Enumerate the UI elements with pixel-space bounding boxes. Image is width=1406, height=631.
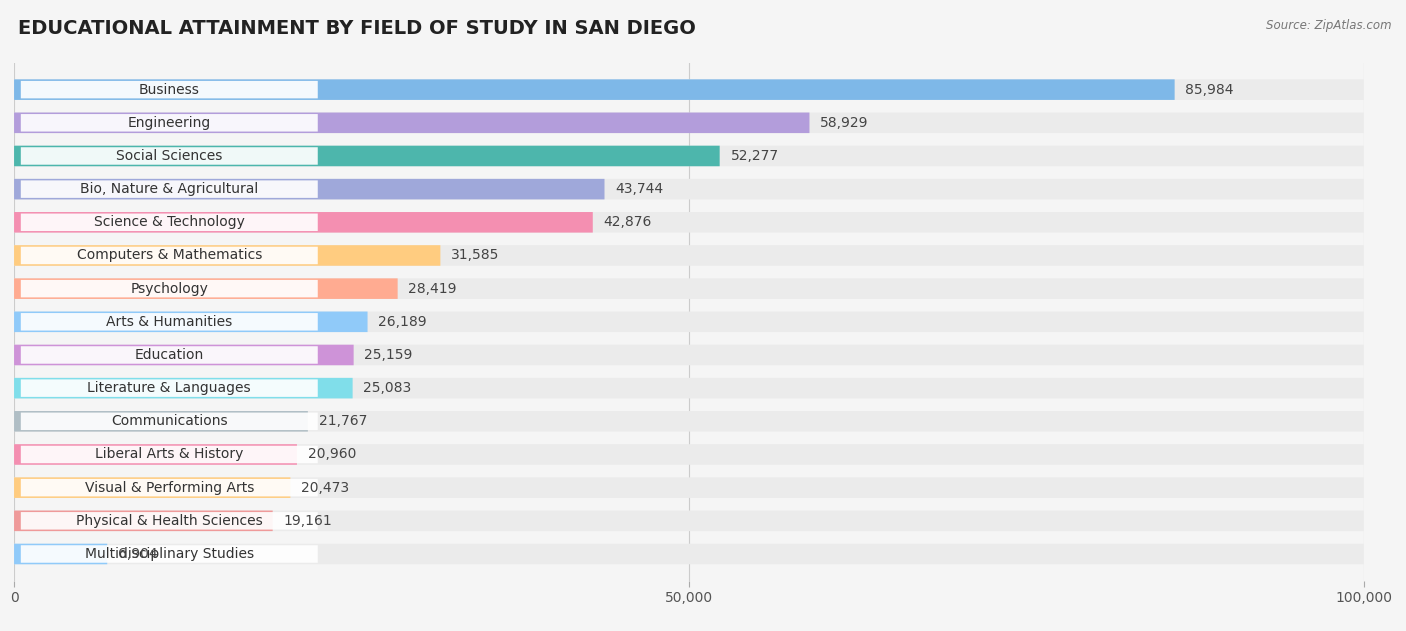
Text: EDUCATIONAL ATTAINMENT BY FIELD OF STUDY IN SAN DIEGO: EDUCATIONAL ATTAINMENT BY FIELD OF STUDY… (18, 19, 696, 38)
Text: 25,159: 25,159 (364, 348, 413, 362)
FancyBboxPatch shape (14, 278, 1364, 299)
FancyBboxPatch shape (14, 112, 1364, 133)
FancyBboxPatch shape (14, 478, 1364, 498)
FancyBboxPatch shape (14, 146, 1364, 166)
FancyBboxPatch shape (14, 278, 398, 299)
FancyBboxPatch shape (21, 479, 318, 497)
FancyBboxPatch shape (21, 379, 318, 397)
Text: Physical & Health Sciences: Physical & Health Sciences (76, 514, 263, 528)
Text: Education: Education (135, 348, 204, 362)
FancyBboxPatch shape (21, 413, 318, 430)
FancyBboxPatch shape (21, 280, 318, 297)
FancyBboxPatch shape (14, 112, 810, 133)
FancyBboxPatch shape (21, 313, 318, 331)
FancyBboxPatch shape (14, 80, 1364, 100)
FancyBboxPatch shape (21, 545, 318, 563)
Text: 6,904: 6,904 (118, 547, 157, 561)
Text: Business: Business (139, 83, 200, 97)
Text: Liberal Arts & History: Liberal Arts & History (96, 447, 243, 461)
Text: Bio, Nature & Agricultural: Bio, Nature & Agricultural (80, 182, 259, 196)
Text: Computers & Mathematics: Computers & Mathematics (76, 249, 262, 262)
FancyBboxPatch shape (14, 179, 1364, 199)
Text: Arts & Humanities: Arts & Humanities (107, 315, 232, 329)
FancyBboxPatch shape (14, 245, 1364, 266)
FancyBboxPatch shape (21, 147, 318, 165)
FancyBboxPatch shape (14, 544, 107, 564)
Text: Multidisciplinary Studies: Multidisciplinary Studies (84, 547, 254, 561)
FancyBboxPatch shape (14, 345, 1364, 365)
Text: 26,189: 26,189 (378, 315, 427, 329)
FancyBboxPatch shape (14, 245, 440, 266)
Text: 20,960: 20,960 (308, 447, 356, 461)
Text: Visual & Performing Arts: Visual & Performing Arts (84, 481, 254, 495)
FancyBboxPatch shape (14, 411, 1364, 432)
FancyBboxPatch shape (21, 445, 318, 463)
Text: 28,419: 28,419 (409, 281, 457, 296)
FancyBboxPatch shape (14, 378, 353, 398)
FancyBboxPatch shape (21, 512, 318, 529)
FancyBboxPatch shape (21, 114, 318, 131)
FancyBboxPatch shape (21, 213, 318, 231)
Text: 21,767: 21,767 (319, 415, 367, 428)
Text: 25,083: 25,083 (363, 381, 412, 395)
FancyBboxPatch shape (14, 544, 1364, 564)
FancyBboxPatch shape (14, 411, 308, 432)
Text: 42,876: 42,876 (603, 215, 652, 229)
FancyBboxPatch shape (21, 346, 318, 363)
FancyBboxPatch shape (14, 478, 291, 498)
Text: Engineering: Engineering (128, 116, 211, 130)
Text: Social Sciences: Social Sciences (117, 149, 222, 163)
FancyBboxPatch shape (14, 212, 593, 233)
Text: 58,929: 58,929 (820, 116, 869, 130)
FancyBboxPatch shape (14, 146, 720, 166)
Text: 43,744: 43,744 (616, 182, 664, 196)
FancyBboxPatch shape (14, 444, 1364, 465)
FancyBboxPatch shape (14, 179, 605, 199)
Text: 19,161: 19,161 (284, 514, 332, 528)
FancyBboxPatch shape (14, 312, 367, 332)
FancyBboxPatch shape (14, 444, 297, 465)
FancyBboxPatch shape (21, 180, 318, 198)
Text: 85,984: 85,984 (1185, 83, 1234, 97)
Text: 31,585: 31,585 (451, 249, 499, 262)
FancyBboxPatch shape (14, 312, 1364, 332)
Text: Source: ZipAtlas.com: Source: ZipAtlas.com (1267, 19, 1392, 32)
FancyBboxPatch shape (14, 80, 1174, 100)
FancyBboxPatch shape (14, 378, 1364, 398)
FancyBboxPatch shape (14, 510, 1364, 531)
Text: 20,473: 20,473 (301, 481, 349, 495)
FancyBboxPatch shape (14, 212, 1364, 233)
Text: 52,277: 52,277 (731, 149, 779, 163)
Text: Communications: Communications (111, 415, 228, 428)
FancyBboxPatch shape (21, 247, 318, 264)
Text: Psychology: Psychology (131, 281, 208, 296)
FancyBboxPatch shape (14, 345, 354, 365)
Text: Literature & Languages: Literature & Languages (87, 381, 252, 395)
FancyBboxPatch shape (14, 510, 273, 531)
FancyBboxPatch shape (21, 81, 318, 98)
Text: Science & Technology: Science & Technology (94, 215, 245, 229)
